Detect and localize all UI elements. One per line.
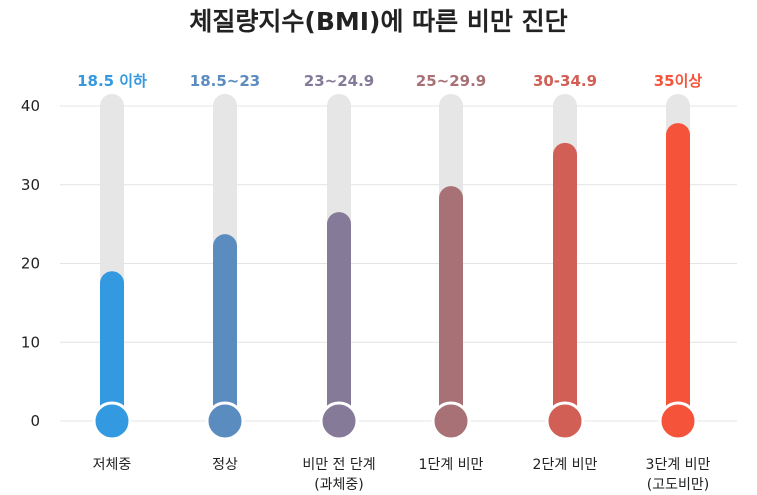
bar-5 bbox=[553, 142, 577, 421]
y-tick-label-20: 20 bbox=[21, 255, 40, 273]
bar-bulb-2 bbox=[205, 401, 245, 441]
category-label-3-line-1: 비만 전 단계 bbox=[302, 457, 375, 473]
bar-bulb-6 bbox=[658, 401, 698, 441]
category-label-4: 1단계 비만 bbox=[419, 457, 484, 473]
bar-bulb-3 bbox=[319, 401, 359, 441]
bar-2 bbox=[213, 234, 237, 421]
range-label-3: 23~24.9 bbox=[304, 72, 374, 90]
bar-6 bbox=[666, 123, 690, 421]
category-label-1: 저체중 bbox=[93, 457, 132, 473]
range-label-6: 35이상 bbox=[654, 72, 703, 90]
category-label-5: 2단계 비만 bbox=[533, 457, 598, 473]
bar-bulb-4 bbox=[431, 401, 471, 441]
chart-title: 체질량지수(BMI)에 따른 비만 진단 bbox=[189, 7, 568, 36]
bar-3 bbox=[327, 212, 351, 421]
bar-1 bbox=[100, 271, 124, 421]
y-tick-label-10: 10 bbox=[21, 333, 40, 351]
category-label-6-line-2: (고도비만) bbox=[647, 477, 709, 493]
y-tick-label-30: 30 bbox=[21, 176, 40, 194]
category-label-6-line-1: 3단계 비만 bbox=[646, 457, 711, 473]
y-tick-label-40: 40 bbox=[21, 97, 40, 115]
bar-bulb-1 bbox=[92, 401, 132, 441]
bar-4 bbox=[439, 186, 463, 421]
category-label-3-line-2: (과체중) bbox=[314, 477, 364, 493]
y-tick-label-0: 0 bbox=[30, 412, 40, 430]
range-label-4: 25~29.9 bbox=[416, 72, 486, 90]
range-label-1: 18.5 이하 bbox=[77, 72, 147, 90]
bar-bulb-5 bbox=[545, 401, 585, 441]
range-label-2: 18.5~23 bbox=[190, 72, 260, 90]
range-label-5: 30-34.9 bbox=[533, 72, 597, 90]
category-label-2: 정상 bbox=[212, 457, 238, 473]
